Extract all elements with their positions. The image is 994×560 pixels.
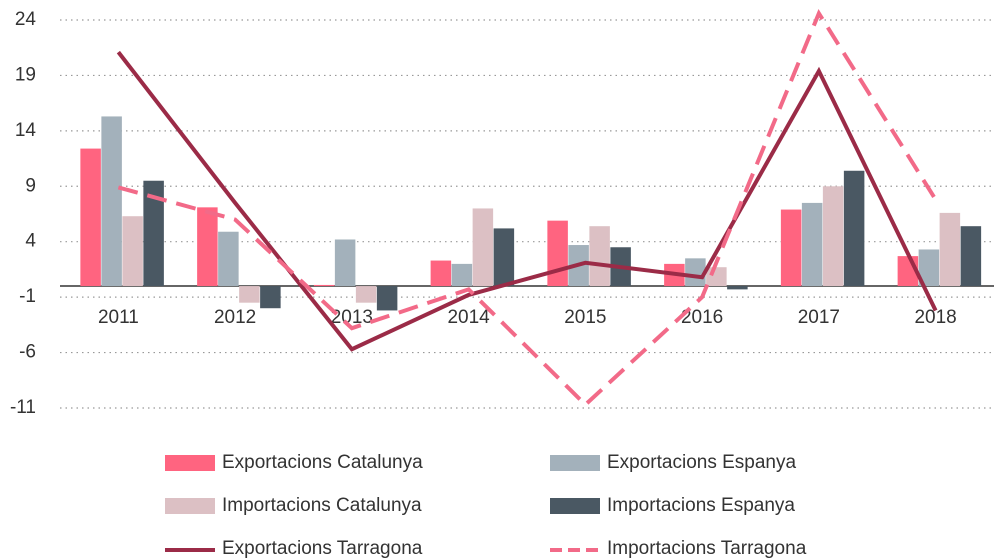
bar	[589, 226, 610, 287]
bar	[960, 226, 982, 287]
legend-label: Importacions Tarragona	[607, 538, 807, 559]
bar	[218, 231, 239, 287]
bar	[430, 260, 452, 287]
legend-swatch	[550, 455, 600, 471]
x-tick-label: 2012	[214, 307, 256, 328]
line	[116, 50, 938, 352]
legend-swatch	[165, 455, 215, 471]
x-tick-label: 2014	[447, 307, 490, 328]
bar	[239, 286, 260, 303]
y-tick-label: -1	[19, 286, 36, 307]
bar	[843, 170, 865, 287]
bar	[313, 284, 335, 287]
bar	[780, 209, 802, 287]
bar	[122, 216, 143, 287]
bar	[939, 212, 961, 287]
bar	[727, 286, 748, 290]
bar	[260, 286, 281, 309]
bar	[493, 228, 515, 287]
legend-label: Importacions Espanya	[607, 495, 795, 516]
y-tick-label: 19	[15, 64, 36, 85]
bar	[355, 286, 377, 303]
y-tick-label: 14	[15, 120, 37, 141]
bar	[101, 116, 122, 287]
x-tick-label: 2015	[564, 307, 606, 328]
bar	[376, 286, 398, 311]
legend-swatch	[165, 498, 215, 514]
legend-label: Exportacions Catalunya	[222, 452, 423, 473]
legend-label: Exportacions Espanya	[607, 452, 796, 473]
bar	[451, 263, 473, 287]
bar	[706, 267, 727, 287]
bar	[685, 258, 706, 287]
legend-swatch	[550, 498, 600, 514]
bar	[80, 148, 101, 287]
y-tick-label: 9	[25, 175, 36, 196]
y-tick-label: 24	[15, 9, 37, 30]
x-tick-label: 2016	[681, 307, 723, 328]
x-tick-label: 2011	[98, 307, 139, 328]
x-tick-label: 2017	[798, 307, 840, 328]
bar	[822, 186, 844, 287]
y-tick-label: -11	[10, 397, 36, 418]
bar	[801, 202, 823, 287]
legend-label: Importacions Catalunya	[222, 495, 422, 516]
y-tick-label: -6	[19, 342, 36, 363]
bar	[472, 208, 494, 287]
x-tick-label: 2018	[914, 307, 956, 328]
bar	[918, 249, 940, 287]
x-tick-label: 2013	[331, 307, 373, 328]
legend-label: Exportacions Tarragona	[222, 538, 423, 559]
y-tick-label: 4	[25, 231, 36, 252]
bar	[197, 207, 218, 287]
bar	[143, 180, 164, 287]
bar	[334, 239, 356, 287]
bar	[547, 220, 568, 287]
line	[117, 8, 938, 408]
